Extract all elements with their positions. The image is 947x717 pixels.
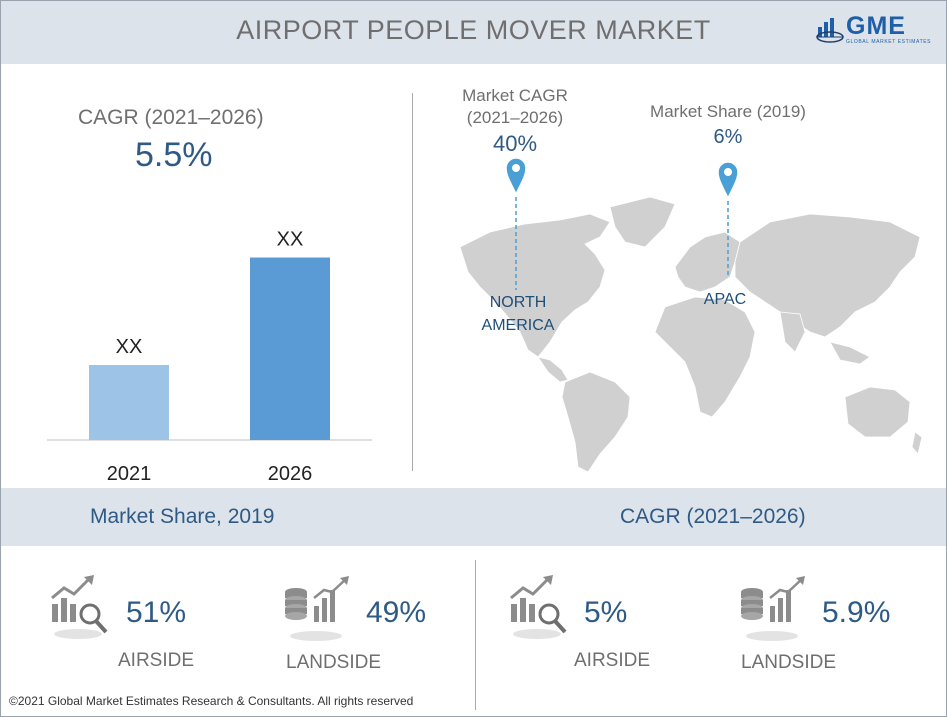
market-share-landside-value: 49% (366, 596, 427, 629)
cagr-airside-value: 5% (584, 596, 628, 629)
market-share-airside-value: 51% (126, 596, 187, 629)
greenland-shape (609, 196, 676, 248)
cagr-landside-label: LANDSIDE (741, 652, 837, 673)
header-bar: AIRPORT PEOPLE MOVER MARKET GME GLOBAL M… (1, 1, 946, 64)
coins-chart-icon (741, 576, 805, 641)
southeast-asia-shape (829, 341, 871, 365)
world-map (459, 196, 923, 473)
bar-chart: XX 2021 XX 2026 (47, 229, 372, 485)
logo-subtext: GLOBAL MARKET ESTIMATES (846, 39, 932, 45)
page-title: AIRPORT PEOPLE MOVER MARKET (236, 15, 711, 45)
bar-2026 (250, 257, 330, 440)
na-label-line1: Market CAGR (462, 86, 568, 105)
cagr-airside-label: AIRSIDE (574, 650, 651, 671)
central-america-shape (537, 356, 569, 383)
cagr-landside-value: 5.9% (822, 596, 891, 629)
india-shape (779, 311, 806, 353)
asia-shape (734, 213, 921, 338)
apac-label: Market Share (2019) (650, 102, 806, 121)
south-america-shape (561, 371, 631, 473)
chart-magnifier-icon (510, 575, 567, 639)
coins-chart-icon (285, 576, 349, 641)
na-label-line2: (2021–2026) (466, 108, 564, 127)
australia-shape (844, 386, 911, 438)
apac-value: 6% (713, 126, 743, 148)
market-share-title: Market Share, 2019 (90, 505, 275, 528)
bar-2021 (89, 365, 169, 440)
gme-logo: GME GLOBAL MARKET ESTIMATES (816, 12, 932, 49)
x-tick-label-2026: 2026 (268, 463, 313, 485)
africa-shape (654, 296, 756, 418)
region-apac: APAC (703, 291, 747, 308)
market-share-airside-label: AIRSIDE (118, 650, 195, 671)
chart-magnifier-icon (51, 575, 108, 639)
x-tick-label-2021: 2021 (107, 463, 152, 485)
cagr-label: CAGR (2021–2026) (78, 106, 264, 129)
map-pin-apac (717, 161, 739, 200)
region-na-line1: NORTH (489, 294, 547, 311)
europe-shape (674, 231, 741, 293)
cagr-value: 5.5% (135, 136, 213, 174)
map-pin-north-america (505, 157, 527, 196)
na-value: 40% (492, 131, 538, 156)
market-share-landside-label: LANDSIDE (286, 652, 382, 673)
logo-text: GME (846, 12, 906, 40)
section-band (1, 488, 946, 546)
globe-logo-icon (816, 18, 844, 43)
copyright-footer: ©2021 Global Market Estimates Research &… (9, 694, 414, 708)
bar-data-label-2021: XX (116, 336, 143, 358)
bottom-vertical-divider (475, 560, 476, 710)
north-america-shape (459, 213, 611, 358)
region-na-line2: AMERICA (481, 317, 555, 334)
cagr-segments-title: CAGR (2021–2026) (620, 505, 806, 528)
vertical-divider (412, 93, 413, 471)
new-zealand-shape (911, 431, 923, 455)
region-north-america: NORTH AMERICA (458, 291, 578, 337)
bar-data-label-2026: XX (277, 229, 304, 251)
